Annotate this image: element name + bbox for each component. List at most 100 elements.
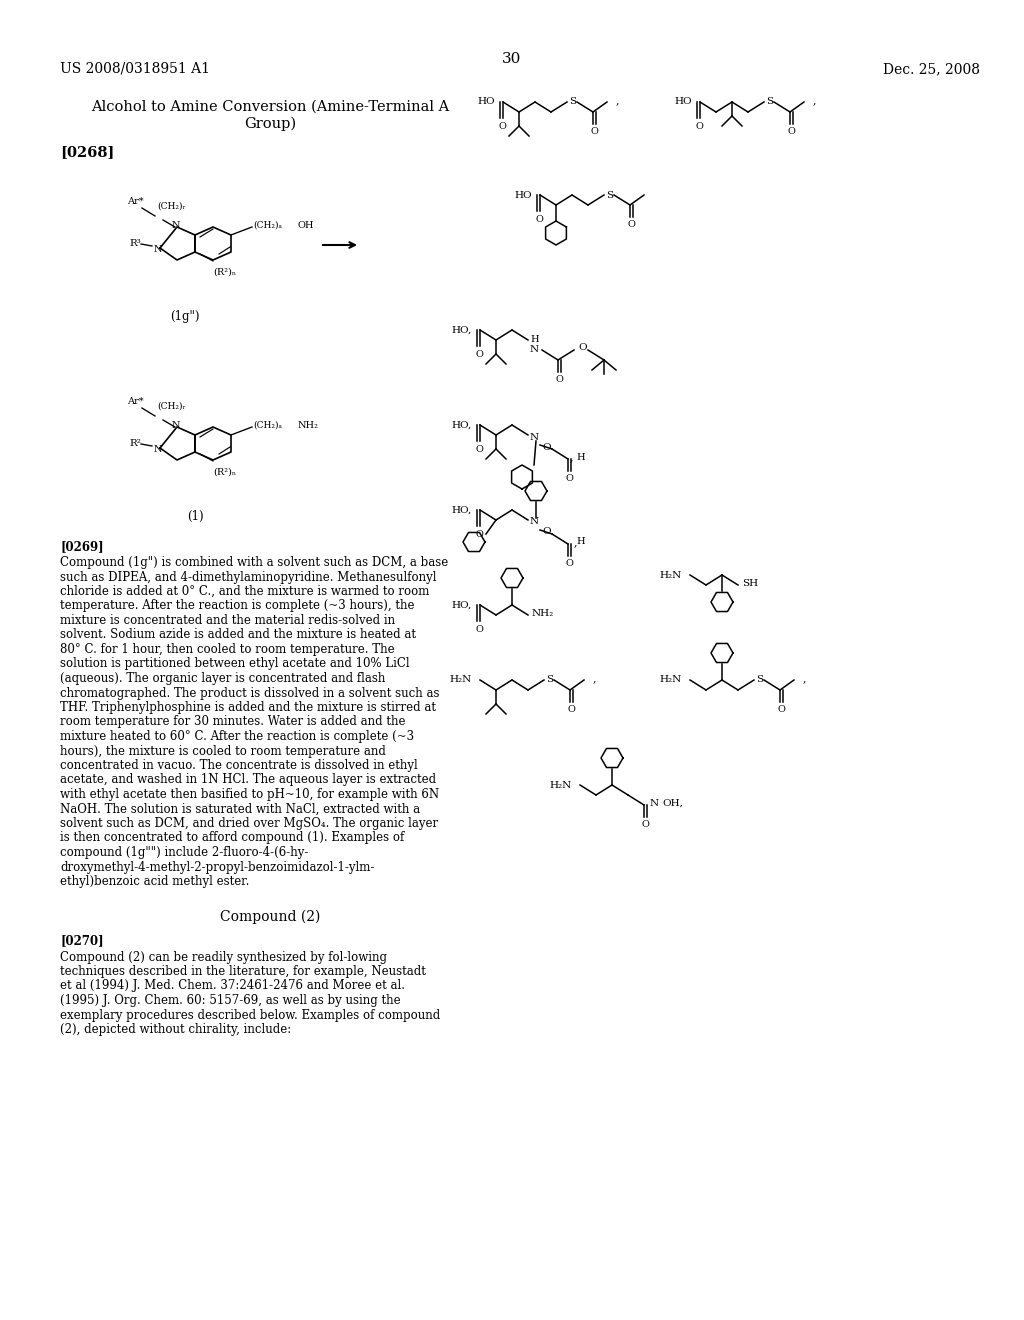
Text: H: H	[575, 453, 585, 462]
Text: ,: ,	[574, 537, 578, 546]
Text: O: O	[567, 705, 574, 714]
Text: is then concentrated to afford compound (1). Examples of: is then concentrated to afford compound …	[60, 832, 404, 845]
Text: O: O	[475, 445, 483, 454]
Text: H₂N: H₂N	[550, 780, 572, 789]
Text: H: H	[530, 335, 539, 345]
Text: O: O	[536, 215, 543, 224]
Text: solvent. Sodium azide is added and the mixture is heated at: solvent. Sodium azide is added and the m…	[60, 628, 416, 642]
Text: (aqueous). The organic layer is concentrated and flash: (aqueous). The organic layer is concentr…	[60, 672, 385, 685]
Text: chromatographed. The product is dissolved in a solvent such as: chromatographed. The product is dissolve…	[60, 686, 439, 700]
Text: N: N	[172, 220, 180, 230]
Text: O: O	[695, 121, 702, 131]
Text: droxymethyl-4-methyl-2-propyl-benzoimidazol-1-ylm-: droxymethyl-4-methyl-2-propyl-benzoimida…	[60, 861, 375, 874]
Text: compound (1g"") include 2-fluoro-4-(6-hy-: compound (1g"") include 2-fluoro-4-(6-hy…	[60, 846, 308, 859]
Text: (CH₂)ₐ: (CH₂)ₐ	[253, 220, 282, 230]
Text: O: O	[590, 127, 598, 136]
Text: OH: OH	[297, 220, 313, 230]
Text: Ar*: Ar*	[127, 198, 143, 206]
Text: NaOH. The solution is saturated with NaCl, extracted with a: NaOH. The solution is saturated with NaC…	[60, 803, 420, 816]
Text: O: O	[542, 442, 551, 451]
Text: N: N	[172, 421, 180, 429]
Text: HO,: HO,	[452, 421, 472, 429]
Text: HO,: HO,	[452, 326, 472, 334]
Text: N: N	[530, 346, 539, 355]
Text: ,: ,	[812, 95, 816, 106]
Text: exemplary procedures described below. Examples of compound: exemplary procedures described below. Ex…	[60, 1008, 440, 1022]
Text: Group): Group)	[244, 117, 296, 132]
Text: O: O	[498, 121, 506, 131]
Text: room temperature for 30 minutes. Water is added and the: room temperature for 30 minutes. Water i…	[60, 715, 406, 729]
Text: concentrated in vacuo. The concentrate is dissolved in ethyl: concentrated in vacuo. The concentrate i…	[60, 759, 418, 772]
Text: (2), depicted without chirality, include:: (2), depicted without chirality, include…	[60, 1023, 291, 1036]
Text: such as DIPEA, and 4-dimethylaminopyridine. Methanesulfonyl: such as DIPEA, and 4-dimethylaminopyridi…	[60, 570, 436, 583]
Text: O: O	[777, 705, 785, 714]
Text: et al (1994) J. Med. Chem. 37:2461-2476 and Moree et al.: et al (1994) J. Med. Chem. 37:2461-2476 …	[60, 979, 406, 993]
Text: O: O	[542, 528, 551, 536]
Text: O: O	[787, 127, 795, 136]
Text: Dec. 25, 2008: Dec. 25, 2008	[883, 62, 980, 77]
Text: R³: R³	[129, 239, 141, 248]
Text: Ar*: Ar*	[127, 397, 143, 407]
Text: solvent such as DCM, and dried over MgSO₄. The organic layer: solvent such as DCM, and dried over MgSO…	[60, 817, 438, 830]
Text: with ethyl acetate then basified to pH~10, for example with 6N: with ethyl acetate then basified to pH~1…	[60, 788, 439, 801]
Text: acetate, and washed in 1N HCl. The aqueous layer is extracted: acetate, and washed in 1N HCl. The aqueo…	[60, 774, 436, 787]
Text: (CH₂)ₐ: (CH₂)ₐ	[253, 421, 282, 429]
Text: HO,: HO,	[452, 601, 472, 610]
Text: (1995) J. Org. Chem. 60: 5157-69, as well as by using the: (1995) J. Org. Chem. 60: 5157-69, as wel…	[60, 994, 400, 1007]
Text: 30: 30	[503, 51, 521, 66]
Text: (CH₂)ᵣ: (CH₂)ᵣ	[157, 202, 185, 210]
Text: HO: HO	[675, 98, 692, 107]
Text: HO: HO	[514, 190, 532, 199]
Text: O: O	[578, 343, 587, 352]
Text: S: S	[766, 98, 773, 107]
Text: Compound (2) can be readily synthesized by fol-lowing: Compound (2) can be readily synthesized …	[60, 950, 387, 964]
Text: N: N	[650, 799, 659, 808]
Text: S: S	[569, 98, 577, 107]
Text: chloride is added at 0° C., and the mixture is warmed to room: chloride is added at 0° C., and the mixt…	[60, 585, 429, 598]
Text: (R²)ₙ: (R²)ₙ	[213, 268, 237, 276]
Text: [0268]: [0268]	[60, 145, 115, 158]
Text: temperature. After the reaction is complete (~3 hours), the: temperature. After the reaction is compl…	[60, 599, 415, 612]
Text: 80° C. for 1 hour, then cooled to room temperature. The: 80° C. for 1 hour, then cooled to room t…	[60, 643, 394, 656]
Text: ,: ,	[802, 673, 806, 682]
Text: O: O	[475, 531, 483, 539]
Text: [0269]: [0269]	[60, 540, 103, 553]
Text: [0270]: [0270]	[60, 935, 103, 948]
Text: Compound (2): Compound (2)	[220, 909, 321, 924]
Text: N: N	[154, 446, 162, 454]
Text: S: S	[756, 676, 763, 685]
Text: N: N	[530, 433, 539, 441]
Text: S: S	[606, 190, 613, 199]
Text: hours), the mixture is cooled to room temperature and: hours), the mixture is cooled to room te…	[60, 744, 386, 758]
Text: ,: ,	[615, 95, 618, 106]
Text: S: S	[546, 676, 553, 685]
Text: H: H	[575, 537, 585, 546]
Text: (R²)ₙ: (R²)ₙ	[213, 467, 237, 477]
Text: O: O	[627, 220, 635, 228]
Text: (1): (1)	[186, 510, 204, 523]
Text: US 2008/0318951 A1: US 2008/0318951 A1	[60, 62, 210, 77]
Text: Alcohol to Amine Conversion (Amine-Terminal A: Alcohol to Amine Conversion (Amine-Termi…	[91, 100, 450, 114]
Text: O: O	[475, 624, 483, 634]
Text: NH₂: NH₂	[532, 609, 554, 618]
Text: O: O	[555, 375, 563, 384]
Text: Compound (1g") is combined with a solvent such as DCM, a base: Compound (1g") is combined with a solven…	[60, 556, 449, 569]
Text: H₂N: H₂N	[450, 676, 472, 685]
Text: H₂N: H₂N	[659, 570, 682, 579]
Text: techniques described in the literature, for example, Neustadt: techniques described in the literature, …	[60, 965, 426, 978]
Text: mixture heated to 60° C. After the reaction is complete (~3: mixture heated to 60° C. After the react…	[60, 730, 414, 743]
Text: ethyl)benzoic acid methyl ester.: ethyl)benzoic acid methyl ester.	[60, 875, 250, 888]
Text: N: N	[530, 517, 539, 527]
Text: mixture is concentrated and the material redis-solved in: mixture is concentrated and the material…	[60, 614, 395, 627]
Text: SH: SH	[742, 578, 758, 587]
Text: ,: ,	[592, 673, 596, 682]
Text: HO: HO	[477, 98, 495, 107]
Text: O: O	[641, 820, 649, 829]
Text: N: N	[154, 246, 162, 255]
Text: HO,: HO,	[452, 506, 472, 515]
Text: (1g"): (1g")	[170, 310, 200, 323]
Text: H₂N: H₂N	[659, 676, 682, 685]
Text: O: O	[565, 558, 573, 568]
Text: O: O	[565, 474, 573, 483]
Text: R²: R²	[129, 440, 141, 449]
